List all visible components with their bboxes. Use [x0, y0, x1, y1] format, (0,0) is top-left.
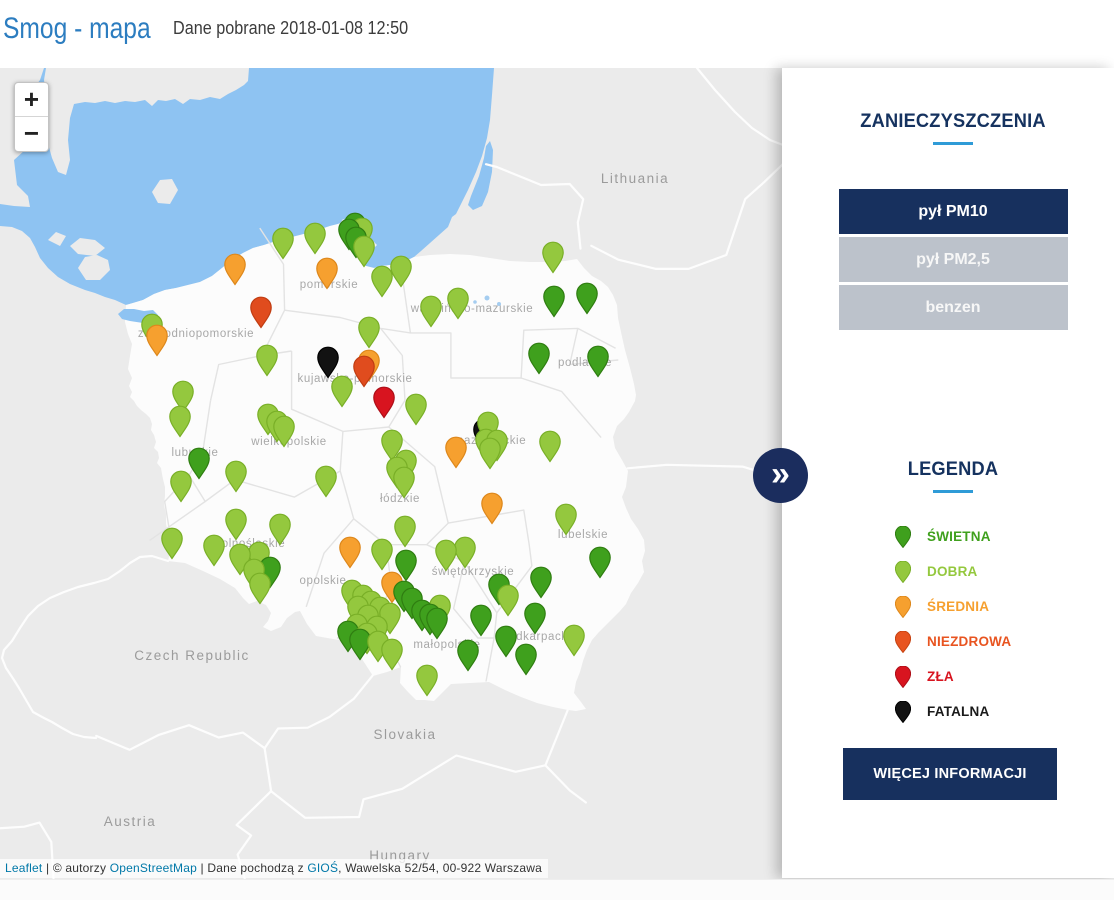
svg-text:świętokrzyskie: świętokrzyskie — [432, 566, 515, 578]
svg-text:podkarpackie: podkarpackie — [502, 631, 578, 643]
svg-text:Lithuania: Lithuania — [601, 171, 669, 186]
svg-text:lubelskie: lubelskie — [558, 529, 608, 541]
svg-text:kujawsko-pomorskie: kujawsko-pomorskie — [298, 373, 413, 385]
svg-text:Austria: Austria — [104, 814, 157, 829]
svg-text:Czech Republic: Czech Republic — [134, 648, 250, 663]
svg-text:łódzkie: łódzkie — [380, 493, 420, 505]
svg-text:opolskie: opolskie — [300, 575, 347, 587]
svg-text:Slovakia: Slovakia — [373, 727, 436, 742]
svg-text:wielkopolskie: wielkopolskie — [250, 436, 327, 448]
